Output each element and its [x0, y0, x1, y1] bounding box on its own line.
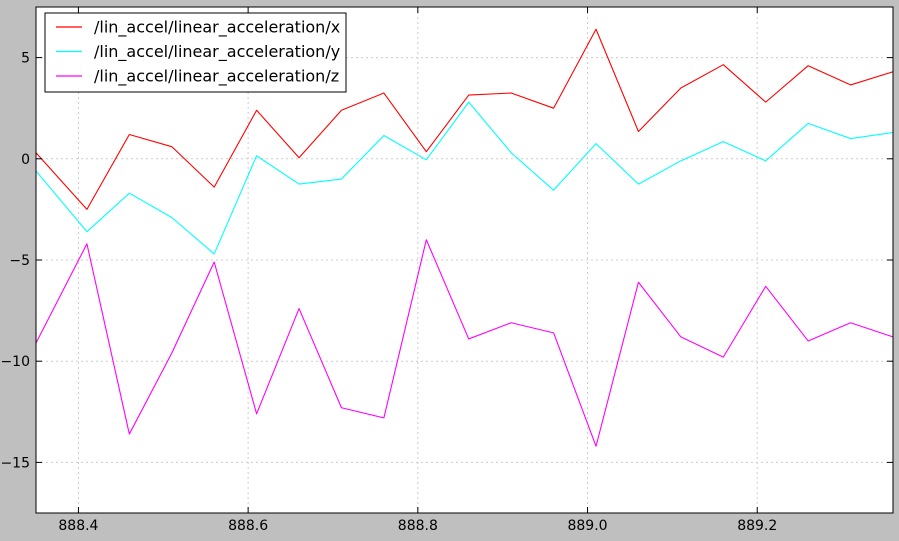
y-tick-label: −5	[9, 253, 30, 269]
legend-label: /lin_accel/linear_acceleration/z	[94, 67, 339, 87]
x-tick-label: 889.0	[567, 518, 607, 534]
grid-lines	[36, 7, 893, 513]
series-line-y	[35, 101, 894, 255]
legend-label: /lin_accel/linear_acceleration/x	[94, 18, 340, 38]
series-line-x	[35, 28, 894, 210]
ticks: 888.4 888.6 888.8 889.0 889.2 5 0 −5 −10 −15	[0, 7, 893, 534]
x-tick-label: 889.2	[737, 518, 777, 534]
y-tick-label: −15	[0, 455, 30, 471]
y-tick-label: −10	[0, 354, 30, 370]
legend: /lin_accel/linear_acceleration/x/lin_acc…	[44, 12, 347, 93]
legend-box	[44, 12, 347, 93]
legend-label: /lin_accel/linear_acceleration/y	[94, 42, 340, 62]
x-tick-label: 888.6	[228, 518, 268, 534]
y-tick-label: 5	[21, 51, 30, 67]
series-line-z	[35, 239, 894, 447]
y-tick-label: 0	[21, 152, 30, 168]
x-tick-label: 888.4	[58, 518, 98, 534]
x-tick-label: 888.8	[398, 518, 438, 534]
